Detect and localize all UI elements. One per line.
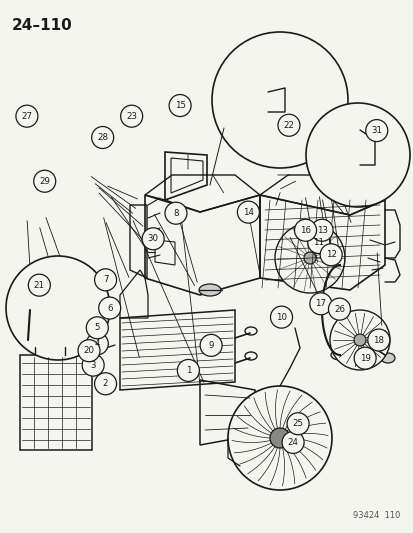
Circle shape	[94, 373, 116, 395]
Text: 4: 4	[94, 340, 100, 348]
Ellipse shape	[199, 284, 221, 296]
Text: 14: 14	[242, 208, 253, 216]
Text: 22: 22	[283, 121, 294, 130]
Text: 13: 13	[316, 226, 327, 235]
Circle shape	[329, 310, 389, 370]
Circle shape	[94, 269, 116, 291]
Circle shape	[98, 297, 121, 319]
Circle shape	[309, 293, 331, 315]
Text: 15: 15	[174, 101, 185, 110]
Text: 1: 1	[185, 366, 191, 375]
Circle shape	[82, 354, 104, 376]
Text: 18: 18	[373, 336, 383, 344]
Circle shape	[277, 114, 299, 136]
Text: 8: 8	[173, 209, 178, 217]
Circle shape	[120, 105, 142, 127]
Text: 17: 17	[315, 300, 325, 308]
Text: 9: 9	[208, 341, 213, 350]
Circle shape	[367, 329, 389, 351]
Circle shape	[33, 170, 56, 192]
Circle shape	[270, 306, 292, 328]
Text: 27: 27	[21, 112, 32, 120]
Text: 19: 19	[359, 354, 370, 362]
Circle shape	[86, 317, 108, 339]
Circle shape	[303, 252, 315, 264]
Text: 24–110: 24–110	[12, 18, 73, 33]
Circle shape	[16, 105, 38, 127]
Circle shape	[177, 359, 199, 382]
Circle shape	[228, 386, 331, 490]
Circle shape	[305, 103, 409, 207]
Text: 25: 25	[292, 419, 303, 428]
Circle shape	[307, 231, 329, 254]
Text: 20: 20	[83, 346, 94, 355]
Circle shape	[281, 431, 304, 454]
Text: 93424  110: 93424 110	[352, 511, 399, 520]
Text: 11: 11	[313, 238, 323, 247]
Circle shape	[353, 334, 365, 346]
Text: 16: 16	[299, 226, 310, 235]
Text: 31: 31	[370, 126, 381, 135]
Circle shape	[365, 119, 387, 142]
Circle shape	[237, 201, 259, 223]
Text: 23: 23	[126, 112, 137, 120]
Circle shape	[28, 274, 50, 296]
Circle shape	[142, 228, 164, 250]
Circle shape	[353, 347, 375, 369]
Circle shape	[78, 340, 100, 362]
Text: 29: 29	[39, 177, 50, 185]
Circle shape	[286, 413, 309, 435]
Circle shape	[294, 219, 316, 241]
Text: 3: 3	[90, 361, 96, 369]
Text: 2: 2	[102, 379, 108, 388]
Circle shape	[199, 334, 222, 357]
Text: 5: 5	[94, 324, 100, 332]
Text: 7: 7	[102, 276, 108, 284]
Text: 28: 28	[97, 133, 108, 142]
Circle shape	[274, 223, 344, 293]
Circle shape	[310, 219, 332, 241]
Circle shape	[6, 256, 110, 360]
Text: 30: 30	[147, 235, 158, 243]
Text: 6: 6	[107, 304, 112, 312]
Circle shape	[169, 94, 191, 117]
Circle shape	[164, 202, 187, 224]
Text: 24: 24	[287, 438, 298, 447]
Circle shape	[319, 244, 342, 266]
Circle shape	[86, 333, 108, 355]
Text: 26: 26	[333, 305, 344, 313]
Circle shape	[328, 298, 350, 320]
Circle shape	[269, 428, 289, 448]
Text: 10: 10	[275, 313, 286, 321]
Circle shape	[91, 126, 114, 149]
Circle shape	[211, 32, 347, 168]
Text: 12: 12	[325, 251, 336, 259]
Ellipse shape	[380, 353, 394, 363]
Text: 21: 21	[34, 281, 45, 289]
